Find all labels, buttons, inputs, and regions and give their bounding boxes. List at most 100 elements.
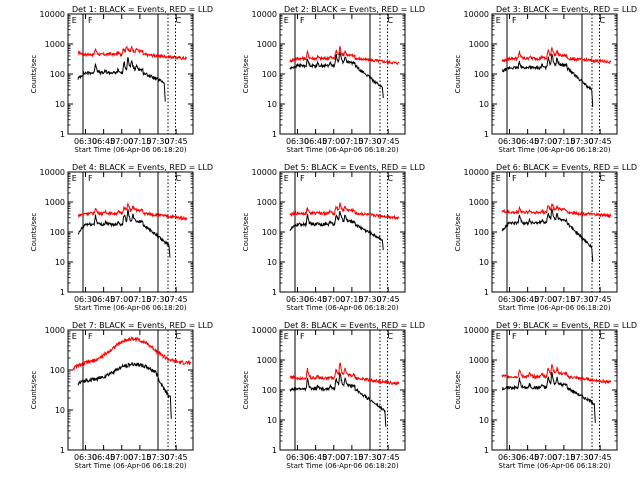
x-tick-label: 07:15 — [340, 137, 363, 146]
x-tick-label: 07:30 — [146, 453, 169, 462]
x-tick-label: 07:30 — [358, 453, 381, 462]
x-tick-label: 07:45 — [377, 137, 400, 146]
y-axis-label: Counts/sec — [242, 371, 250, 410]
x-tick-label: 07:00 — [110, 295, 133, 304]
y-tick-label: 1000 — [257, 198, 277, 207]
x-tick-label: 07:15 — [552, 295, 575, 304]
y-tick-label: 1 — [272, 446, 277, 455]
x-tick-label: 07:30 — [358, 137, 381, 146]
y-tick-label: 10 — [479, 100, 489, 109]
plot-frame — [491, 13, 618, 135]
y-axis-label: Counts/sec — [242, 55, 250, 94]
series-lld-line — [289, 45, 400, 66]
y-tick-label: 100 — [50, 228, 65, 237]
x-tick-label: 06:30 — [498, 453, 521, 462]
x-tick-label: 06:30 — [74, 137, 97, 146]
chart-panel: Det 8: BLACK = Events, RED = LLD 1 10 100 10… — [242, 321, 425, 470]
plot-frame — [279, 171, 406, 293]
marker-label: F — [512, 16, 517, 25]
chart-panel: Det 9: BLACK = Events, RED = LLD 1 10 100 10… — [454, 321, 637, 470]
series-events-line — [77, 57, 166, 102]
marker-label: C — [600, 16, 606, 25]
plot-frame — [279, 329, 406, 451]
chart-title: Det 5: BLACK = Events, RED = LLD — [284, 163, 425, 172]
y-tick-label: 1000 — [45, 40, 65, 49]
y-tick-label: 10 — [55, 100, 65, 109]
y-tick-label: 1000 — [45, 198, 65, 207]
y-tick-label: 10 — [267, 100, 277, 109]
y-tick-label: 10000 — [40, 10, 65, 19]
x-tick-label: 06:45 — [304, 453, 327, 462]
x-tick-label: 06:45 — [92, 137, 115, 146]
marker-label: E — [284, 16, 289, 25]
x-axis-label: Start Time (06-Apr-06 06:18:20) — [286, 462, 398, 470]
series-events-line — [77, 362, 172, 419]
series-lld-line — [501, 202, 612, 219]
x-tick-label: 06:45 — [92, 453, 115, 462]
plot-frame — [67, 171, 194, 293]
x-tick-label: 07:15 — [340, 295, 363, 304]
chart-panel: Det 6: BLACK = Events, RED = LLD 1 10 100 10… — [454, 163, 637, 312]
marker-label: C — [388, 16, 394, 25]
y-axis-label: Counts/sec — [30, 371, 38, 410]
marker-label: F — [300, 332, 305, 341]
marker-label: F — [300, 16, 305, 25]
y-tick-label: 1 — [60, 130, 65, 139]
y-axis-label: Counts/sec — [454, 371, 462, 410]
x-tick-label: 06:45 — [92, 295, 115, 304]
x-axis-label: Start Time (06-Apr-06 06:18:20) — [498, 146, 610, 154]
y-tick-label: 100 — [262, 228, 277, 237]
chart-panel: Det 5: BLACK = Events, RED = LLD 1 10 100 10… — [242, 163, 425, 312]
y-tick-label: 1 — [484, 288, 489, 297]
marker-label: C — [388, 174, 394, 183]
x-tick-label: 06:45 — [304, 137, 327, 146]
marker-label: F — [88, 16, 93, 25]
x-tick-label: 07:15 — [340, 453, 363, 462]
series-events-line — [501, 208, 594, 263]
marker-label: E — [72, 174, 77, 183]
marker-label: E — [496, 174, 501, 183]
x-tick-label: 06:45 — [516, 137, 539, 146]
marker-label: F — [512, 332, 517, 341]
chart-title: Det 9: BLACK = Events, RED = LLD — [496, 321, 637, 330]
marker-label: E — [72, 16, 77, 25]
x-tick-label: 07:15 — [128, 137, 151, 146]
y-tick-label: 1 — [272, 288, 277, 297]
marker-label: E — [284, 332, 289, 341]
x-tick-label: 07:45 — [377, 453, 400, 462]
x-tick-label: 07:00 — [534, 453, 557, 462]
x-tick-label: 06:45 — [516, 453, 539, 462]
x-tick-label: 07:00 — [534, 295, 557, 304]
series-events-line — [501, 53, 594, 107]
y-tick-label: 1000 — [469, 198, 489, 207]
y-tick-label: 10 — [55, 406, 65, 415]
x-tick-label: 07:30 — [570, 295, 593, 304]
x-tick-label: 07:45 — [165, 295, 188, 304]
y-tick-label: 100 — [262, 70, 277, 79]
x-tick-label: 06:45 — [516, 295, 539, 304]
series-lld-line — [72, 336, 191, 372]
chart-title: Det 4: BLACK = Events, RED = LLD — [72, 163, 213, 172]
plot-frame — [491, 171, 618, 293]
chart-panel: Det 2: BLACK = Events, RED = LLD 1 10 100 10… — [242, 5, 425, 154]
x-tick-label: 07:00 — [322, 295, 345, 304]
x-tick-label: 07:45 — [589, 453, 612, 462]
x-tick-label: 07:15 — [128, 295, 151, 304]
x-tick-label: 07:45 — [589, 137, 612, 146]
marker-label: C — [388, 332, 394, 341]
series-events-line — [77, 209, 171, 258]
y-tick-label: 10 — [55, 258, 65, 267]
marker-label: E — [72, 332, 77, 341]
series-lld-line — [77, 202, 188, 221]
x-tick-label: 07:30 — [146, 295, 169, 304]
y-tick-label: 100 — [50, 70, 65, 79]
x-tick-label: 06:30 — [286, 453, 309, 462]
x-tick-label: 07:15 — [128, 453, 151, 462]
chart-title: Det 2: BLACK = Events, RED = LLD — [284, 5, 425, 14]
x-tick-label: 07:30 — [146, 137, 169, 146]
x-axis-label: Start Time (06-Apr-06 06:18:20) — [74, 462, 186, 470]
y-tick-label: 10000 — [252, 326, 277, 335]
y-tick-label: 100 — [50, 366, 65, 375]
x-axis-label: Start Time (06-Apr-06 06:18:20) — [498, 462, 610, 470]
x-tick-label: 06:30 — [74, 295, 97, 304]
